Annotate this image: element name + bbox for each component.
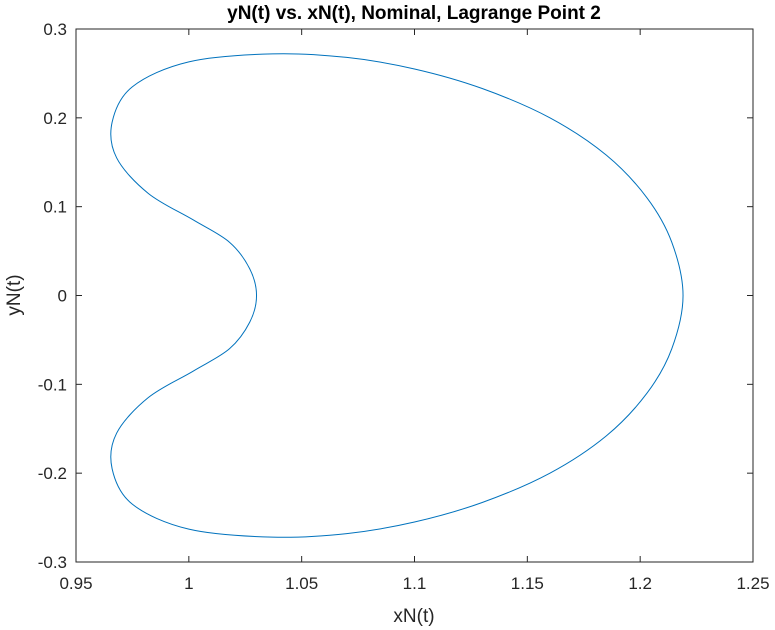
x-tick-label: 1.1 — [403, 574, 427, 593]
x-tick-label: 1 — [184, 574, 193, 593]
y-tick-label: -0.3 — [38, 553, 67, 572]
x-axis-label: xN(t) — [393, 606, 434, 627]
x-tick-label: 0.95 — [59, 574, 92, 593]
y-tick-label: 0.3 — [43, 20, 67, 39]
chart-title: yN(t) vs. xN(t), Nominal, Lagrange Point… — [227, 3, 601, 24]
y-tick-label: 0.2 — [43, 109, 67, 128]
ticks-layer: 0.95 1 1.05 1.1 1.15 1.2 1.25 0.3 0.2 0.1 0 -0.1 -0.… — [38, 20, 770, 593]
y-tick-label: -0.2 — [38, 464, 67, 483]
y-tick-label: 0 — [58, 287, 67, 306]
x-tick-label: 1.2 — [628, 574, 652, 593]
x-tick-label: 1.25 — [736, 574, 769, 593]
x-tick-label: 1.15 — [511, 574, 544, 593]
axes-box — [75, 28, 754, 563]
y-tick-label: -0.1 — [38, 375, 67, 394]
y-axis-label: yN(t) — [4, 274, 25, 315]
series-layer — [110, 53, 684, 538]
y-tick-label: 0.1 — [43, 198, 67, 217]
series-line-0 — [110, 53, 684, 538]
x-tick-label: 1.05 — [285, 574, 318, 593]
